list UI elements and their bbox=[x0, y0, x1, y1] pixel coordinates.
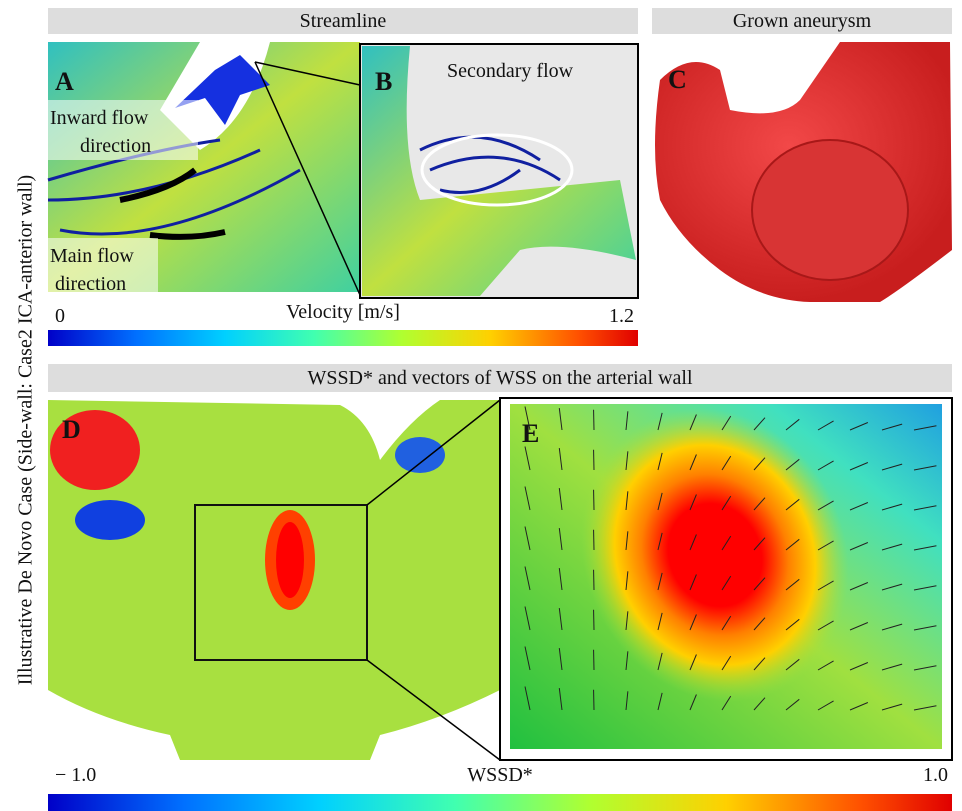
panel-letter: C bbox=[668, 65, 687, 94]
panel-b bbox=[360, 44, 638, 298]
panel-letter: E bbox=[522, 419, 539, 448]
colorbar-label: 0 bbox=[55, 305, 65, 327]
annotation: direction bbox=[55, 273, 126, 295]
header: Grown aneurysm bbox=[733, 10, 872, 32]
panel-letter: A bbox=[55, 67, 74, 96]
figure: Illustrative De Novo Case (Side-wall: Ca… bbox=[0, 0, 962, 811]
colorbar-label: 1.2 bbox=[609, 305, 634, 327]
colorbar bbox=[48, 794, 952, 811]
colorbar bbox=[48, 330, 638, 346]
annotation: Main flow bbox=[50, 245, 134, 267]
colorbar-label: − 1.0 bbox=[55, 764, 96, 786]
panel-letter: B bbox=[375, 67, 392, 96]
colorbar-label: 1.0 bbox=[923, 764, 948, 786]
colorbar-title: Velocity [m/s] bbox=[286, 301, 400, 323]
header: Streamline bbox=[300, 10, 387, 32]
header: WSSD* and vectors of WSS on the arterial… bbox=[307, 367, 693, 389]
annotation: Inward flow bbox=[50, 107, 149, 129]
colorbar-title: WSSD* bbox=[467, 764, 533, 786]
annotation: Secondary flow bbox=[447, 60, 574, 82]
side-label: Illustrative De Novo Case (Side-wall: Ca… bbox=[15, 175, 37, 685]
panel-letter: D bbox=[62, 415, 81, 444]
panel-c bbox=[655, 42, 952, 302]
annotation: direction bbox=[80, 135, 151, 157]
